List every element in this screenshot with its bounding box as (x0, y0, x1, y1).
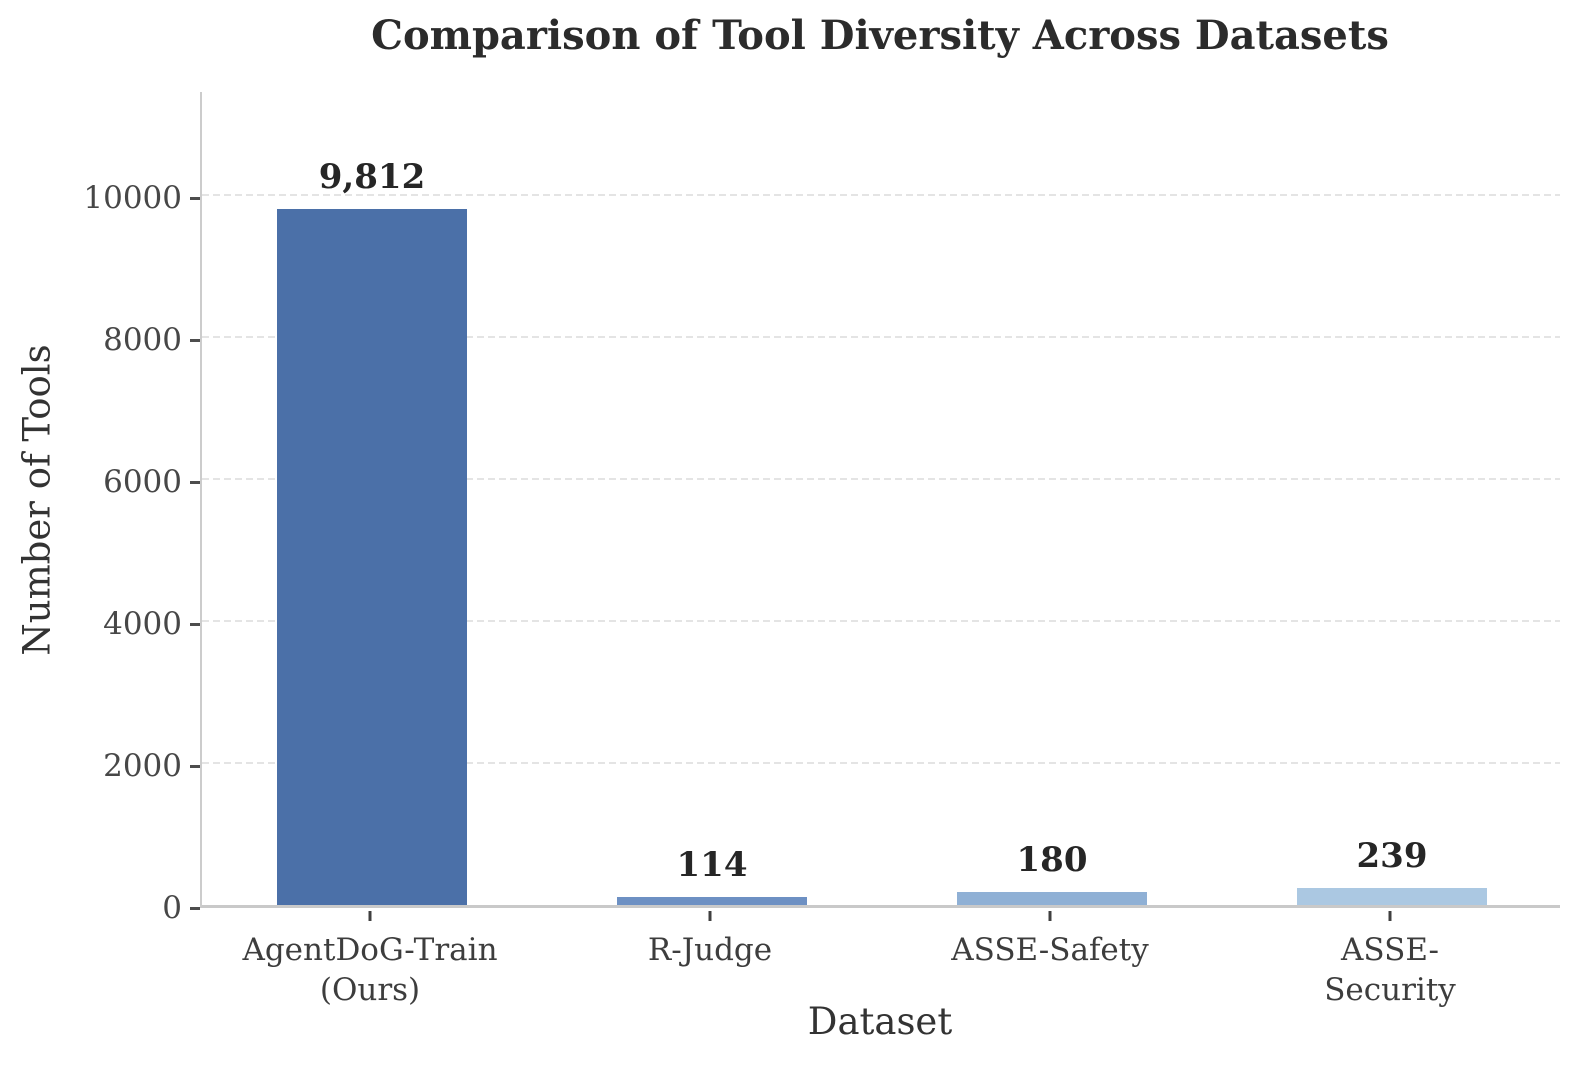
bar-value-label-agentdog-train-ours: 9,812 (318, 156, 426, 197)
x-axis-tick-mark-agentdog-train-ours (368, 911, 372, 921)
x-axis-tick-label-agentdog-train-ours: AgentDoG-Train (Ours) (242, 932, 498, 1009)
y-axis-tick-mark-2000 (190, 765, 200, 769)
bar-value-label-r-judge: 114 (676, 844, 748, 885)
bar-asse-safety (957, 892, 1147, 905)
gridline-6000 (202, 478, 1560, 481)
y-axis-label: Number of Tools (15, 344, 59, 656)
x-axis-tick-mark-asse-safety (1048, 911, 1052, 921)
bar-value-label-asse-security: 239 (1356, 836, 1428, 877)
y-axis-tick-label-10000: 10000 (83, 180, 182, 217)
y-axis-tick-mark-10000 (190, 197, 200, 201)
bar-r-judge (617, 896, 807, 905)
y-axis-tick-mark-0 (190, 907, 200, 910)
y-axis-tick-label-4000: 4000 (103, 606, 182, 643)
x-axis-tick-mark-asse-security (1388, 911, 1392, 921)
x-axis-label: Dataset (807, 1000, 953, 1043)
gridline-10000 (202, 194, 1560, 197)
y-axis-tick-mark-6000 (190, 481, 200, 485)
chart-title: Comparison of Tool Diversity Across Data… (371, 12, 1389, 59)
x-axis-tick-mark-r-judge (708, 911, 712, 921)
y-axis-tick-label-0: 0 (162, 890, 182, 926)
gridline-4000 (202, 620, 1560, 623)
plot-area: 9,812 114 180 239 (200, 92, 1560, 908)
y-axis-tick-label-6000: 6000 (103, 464, 182, 501)
bar-value-label-asse-safety: 180 (1016, 840, 1088, 881)
bar-agentdog-train-ours (277, 208, 467, 905)
gridline-8000 (202, 336, 1560, 339)
gridline-2000 (202, 762, 1560, 765)
y-axis-tick-label-2000: 2000 (103, 748, 182, 785)
bar-asse-security (1297, 888, 1487, 905)
x-axis-tick-label-asse-safety: ASSE-Safety (951, 932, 1149, 968)
x-axis-tick-label-asse-security: ASSE-Security (1324, 932, 1456, 1009)
y-axis-tick-label-8000: 8000 (103, 322, 182, 359)
y-axis-tick-mark-4000 (190, 623, 200, 627)
x-axis-tick-label-r-judge: R-Judge (647, 932, 773, 968)
y-axis-tick-mark-8000 (190, 339, 200, 343)
